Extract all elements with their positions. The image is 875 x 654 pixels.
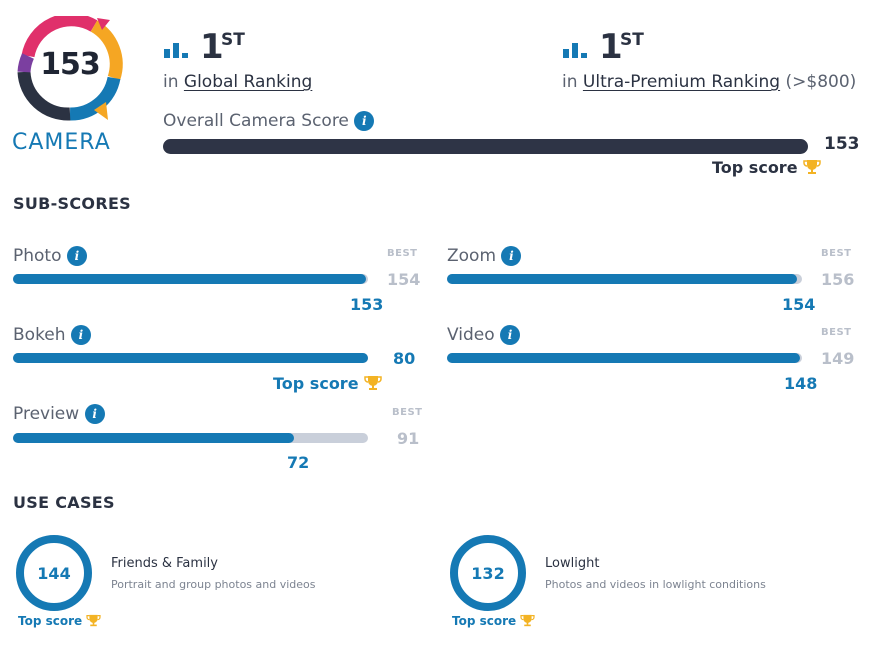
trophy-icon (803, 160, 821, 174)
bokeh-label-text: Bokeh (13, 325, 66, 345)
bokeh-bar-track (13, 353, 368, 363)
premium-rank-line: in Ultra-Premium Ranking (>$800) (562, 72, 856, 92)
overall-score-value: 153 (824, 134, 860, 154)
photo-best-value: 154 (387, 270, 421, 289)
zoom-score-value: 154 (782, 295, 816, 314)
bar-chart-icon (563, 43, 587, 58)
photo-bar-fill (13, 274, 366, 284)
top-score-label: Top score (452, 614, 517, 628)
zoom-best-value: 156 (821, 270, 855, 289)
trophy-icon (520, 614, 535, 627)
global-rank-number: 1 (200, 27, 224, 67)
lowlight-top-score: Top score (452, 614, 535, 628)
info-icon[interactable]: i (84, 404, 105, 424)
subscores-title: SUB-SCORES (13, 194, 131, 213)
friends-family-top-score: Top score (18, 614, 101, 628)
video-best-value: 149 (821, 349, 855, 368)
global-rank-suffix: ST (221, 30, 245, 50)
top-score-label: Top score (18, 614, 83, 628)
zoom-bar-track (447, 274, 802, 284)
info-icon[interactable]: i (354, 111, 375, 131)
bar-chart-icon (164, 43, 188, 58)
photo-score-value: 153 (350, 295, 384, 314)
use-cases-title: USE CASES (13, 493, 115, 512)
lowlight-ring: 132 (448, 533, 528, 617)
camera-score-logo: 153 (14, 13, 126, 122)
zoom-bar-fill (447, 274, 798, 284)
bokeh-bar-fill (13, 353, 368, 363)
bokeh-label: Bokeh i (13, 325, 91, 345)
video-label: Video i (447, 325, 521, 345)
friends-family-desc: Portrait and group photos and videos (111, 578, 316, 591)
lowlight-desc: Photos and videos in lowlight conditions (545, 578, 766, 591)
lowlight-score: 132 (471, 564, 505, 583)
top-score-label: Top score (273, 374, 359, 393)
photo-label: Photo i (13, 246, 87, 266)
overall-score-label: Overall Camera Score i (163, 111, 375, 131)
top-score-label: Top score (712, 158, 798, 177)
score-ring-icon (450, 535, 526, 611)
info-icon[interactable]: i (500, 325, 521, 345)
lowlight-title: Lowlight (545, 556, 600, 571)
info-icon[interactable]: i (66, 246, 87, 266)
video-label-text: Video (447, 325, 495, 345)
preview-label: Preview i (13, 404, 105, 424)
trophy-icon (364, 376, 382, 390)
overall-score-bar (163, 139, 808, 154)
friends-family-score: 144 (37, 564, 71, 583)
global-rank-line: in Global Ranking (163, 72, 312, 92)
preview-label-text: Preview (13, 404, 80, 424)
bokeh-top-score: Top score (273, 374, 382, 393)
score-ring-icon (16, 535, 92, 611)
trophy-icon (86, 614, 101, 627)
video-score-value: 148 (784, 374, 818, 393)
score-ring-icon (17, 13, 123, 121)
photo-best-tag: BEST (387, 248, 418, 259)
video-bar-fill (447, 353, 800, 363)
overall-score-title: Overall Camera Score (163, 111, 349, 131)
video-bar-track (447, 353, 802, 363)
info-icon[interactable]: i (70, 325, 91, 345)
ultra-premium-ranking-link[interactable]: Ultra-Premium Ranking (582, 72, 781, 92)
info-icon[interactable]: i (501, 246, 522, 266)
premium-rank-note: (>$800) (785, 72, 857, 92)
logo-score: 153 (40, 47, 101, 82)
global-rank-prefix: in (163, 72, 179, 92)
photo-label-text: Photo (13, 246, 62, 266)
overall-top-score: Top score (712, 158, 821, 177)
preview-best-value: 91 (397, 429, 420, 448)
logo-label: CAMERA (12, 130, 111, 155)
preview-best-tag: BEST (392, 407, 423, 418)
preview-bar-track (13, 433, 368, 443)
bokeh-best-value: 80 (393, 349, 416, 368)
premium-rank-suffix: ST (620, 30, 644, 50)
premium-rank-prefix: in (562, 72, 578, 92)
zoom-best-tag: BEST (821, 248, 852, 259)
photo-bar-track (13, 274, 368, 284)
video-best-tag: BEST (821, 327, 852, 338)
global-ranking-link[interactable]: Global Ranking (183, 72, 313, 92)
friends-family-title: Friends & Family (111, 556, 218, 571)
preview-bar-fill (13, 433, 294, 443)
zoom-label-text: Zoom (447, 246, 497, 266)
friends-family-ring: 144 (14, 533, 94, 617)
zoom-label: Zoom i (447, 246, 522, 266)
preview-score-value: 72 (287, 453, 310, 472)
premium-rank-number: 1 (599, 27, 623, 67)
